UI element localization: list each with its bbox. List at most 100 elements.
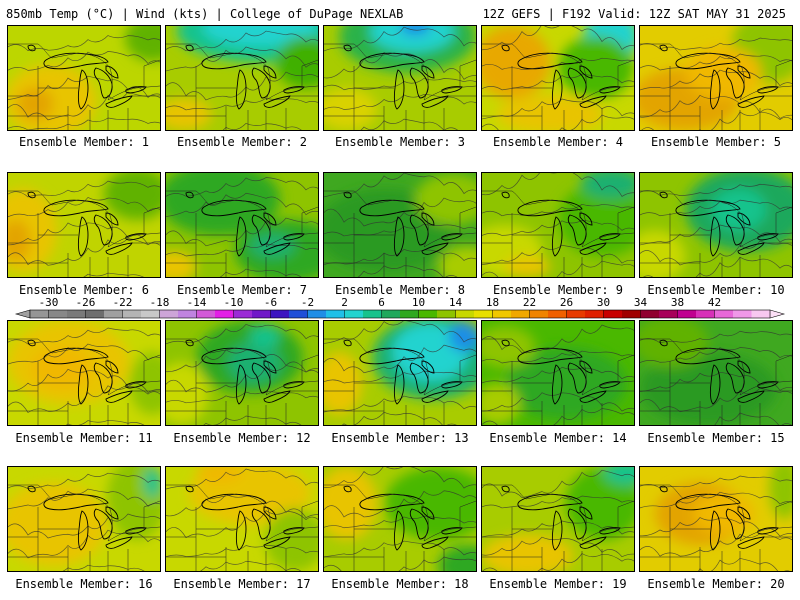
lake-shape (599, 381, 621, 389)
contour-line (482, 57, 634, 71)
temperature-region (482, 326, 536, 368)
temperature-region (693, 493, 754, 535)
political-borders (640, 43, 792, 130)
ensemble-member-label: Ensemble Member: 5 (650, 135, 782, 149)
colorbar-tick-label: 22 (522, 296, 537, 309)
border-line (8, 484, 160, 542)
temperature-shading-regions (166, 173, 318, 277)
lake-shape (185, 191, 194, 199)
lake-shape (105, 360, 119, 374)
contour-line (640, 533, 792, 557)
temperature-region (448, 321, 476, 353)
temperature-shading-regions (324, 467, 476, 571)
lake-shape (283, 86, 305, 94)
colorbar-tick-label: -26 (75, 296, 96, 309)
colorbar-segment (178, 310, 197, 318)
temperature-colorbar (14, 309, 786, 319)
political-borders (8, 338, 160, 425)
lake-shape (737, 536, 765, 549)
lake-shape (105, 390, 133, 403)
lake-shape (579, 95, 607, 108)
contour-line (482, 366, 634, 384)
lake-shape (501, 44, 510, 52)
contour-line (482, 98, 634, 120)
colorbar-segment (307, 310, 327, 318)
lake-shape (441, 527, 463, 535)
colorbar-segment (159, 310, 179, 318)
border-line (143, 59, 160, 88)
contour-line (482, 553, 634, 571)
temperature-field-map (482, 26, 634, 130)
political-borders (482, 43, 634, 130)
temperature-region (558, 36, 634, 99)
colorbar-tick-label: 2 (341, 296, 348, 309)
contour-line (640, 387, 792, 413)
lake-shape (105, 536, 133, 549)
political-borders (166, 190, 318, 277)
colorbar-tick-label: 34 (633, 296, 648, 309)
temperature-region (264, 508, 318, 571)
lake-shape (263, 95, 291, 108)
contour-line (482, 114, 634, 130)
ensemble-member-label: Ensemble Member: 20 (647, 577, 785, 591)
lake-shape (709, 510, 721, 551)
lake-shape (441, 233, 463, 241)
lake-shape (251, 362, 271, 394)
ensemble-map-panel (165, 172, 319, 278)
lake-shape (599, 86, 621, 94)
contour-line (360, 118, 458, 130)
contour-line (8, 238, 160, 266)
colorbar-segment (85, 310, 105, 318)
contour-line (640, 53, 792, 71)
contour-line (8, 35, 160, 52)
colorbar-segment (141, 310, 160, 318)
lake-shape (263, 536, 291, 549)
ensemble-map-panel (639, 172, 793, 278)
colorbar-segment (400, 310, 419, 318)
colorbar-segment (289, 310, 308, 318)
great-lakes-outline (185, 191, 305, 257)
temperature-region (275, 36, 318, 89)
contour-line (324, 78, 476, 91)
lake-shape (105, 242, 133, 255)
contour-line (640, 240, 792, 266)
colorbar-segment (529, 310, 549, 318)
lake-shape (343, 44, 352, 52)
contour-line (482, 26, 634, 51)
border-line (324, 190, 476, 248)
lake-shape (263, 242, 291, 255)
lake-shape (579, 65, 593, 79)
contour-line (640, 199, 792, 217)
temperature-shading-regions (482, 173, 634, 277)
lake-shape (421, 360, 435, 374)
lake-shape (125, 527, 147, 535)
lake-shape (409, 508, 429, 540)
contour-line (324, 344, 476, 374)
temperature-region (8, 482, 107, 566)
contour-line (324, 197, 476, 227)
lake-shape (709, 364, 721, 405)
lake-shape (725, 508, 745, 540)
contour-line (166, 30, 318, 52)
lake-shape (185, 44, 194, 52)
lake-shape (77, 364, 89, 405)
temperature-region (125, 26, 160, 62)
contour-line (640, 491, 792, 509)
political-borders (482, 338, 634, 425)
ensemble-member-label: Ensemble Member: 18 (331, 577, 469, 591)
contour-line (8, 472, 160, 490)
temperature-region (249, 326, 280, 347)
colorbar-segment (585, 310, 604, 318)
lake-shape (659, 485, 668, 493)
ensemble-map-panel (7, 172, 161, 278)
colorbar-tick-label: -22 (112, 296, 133, 309)
temperature-field-map (324, 467, 476, 571)
colorbar-segment (511, 310, 530, 318)
colorbar-segment (640, 310, 660, 318)
colorbar-segment (696, 310, 715, 318)
lake-shape (737, 242, 765, 255)
border-line (482, 190, 634, 248)
ensemble-member-label: Ensemble Member: 10 (647, 283, 785, 297)
border-line (617, 354, 634, 383)
temperature-region (249, 233, 296, 259)
